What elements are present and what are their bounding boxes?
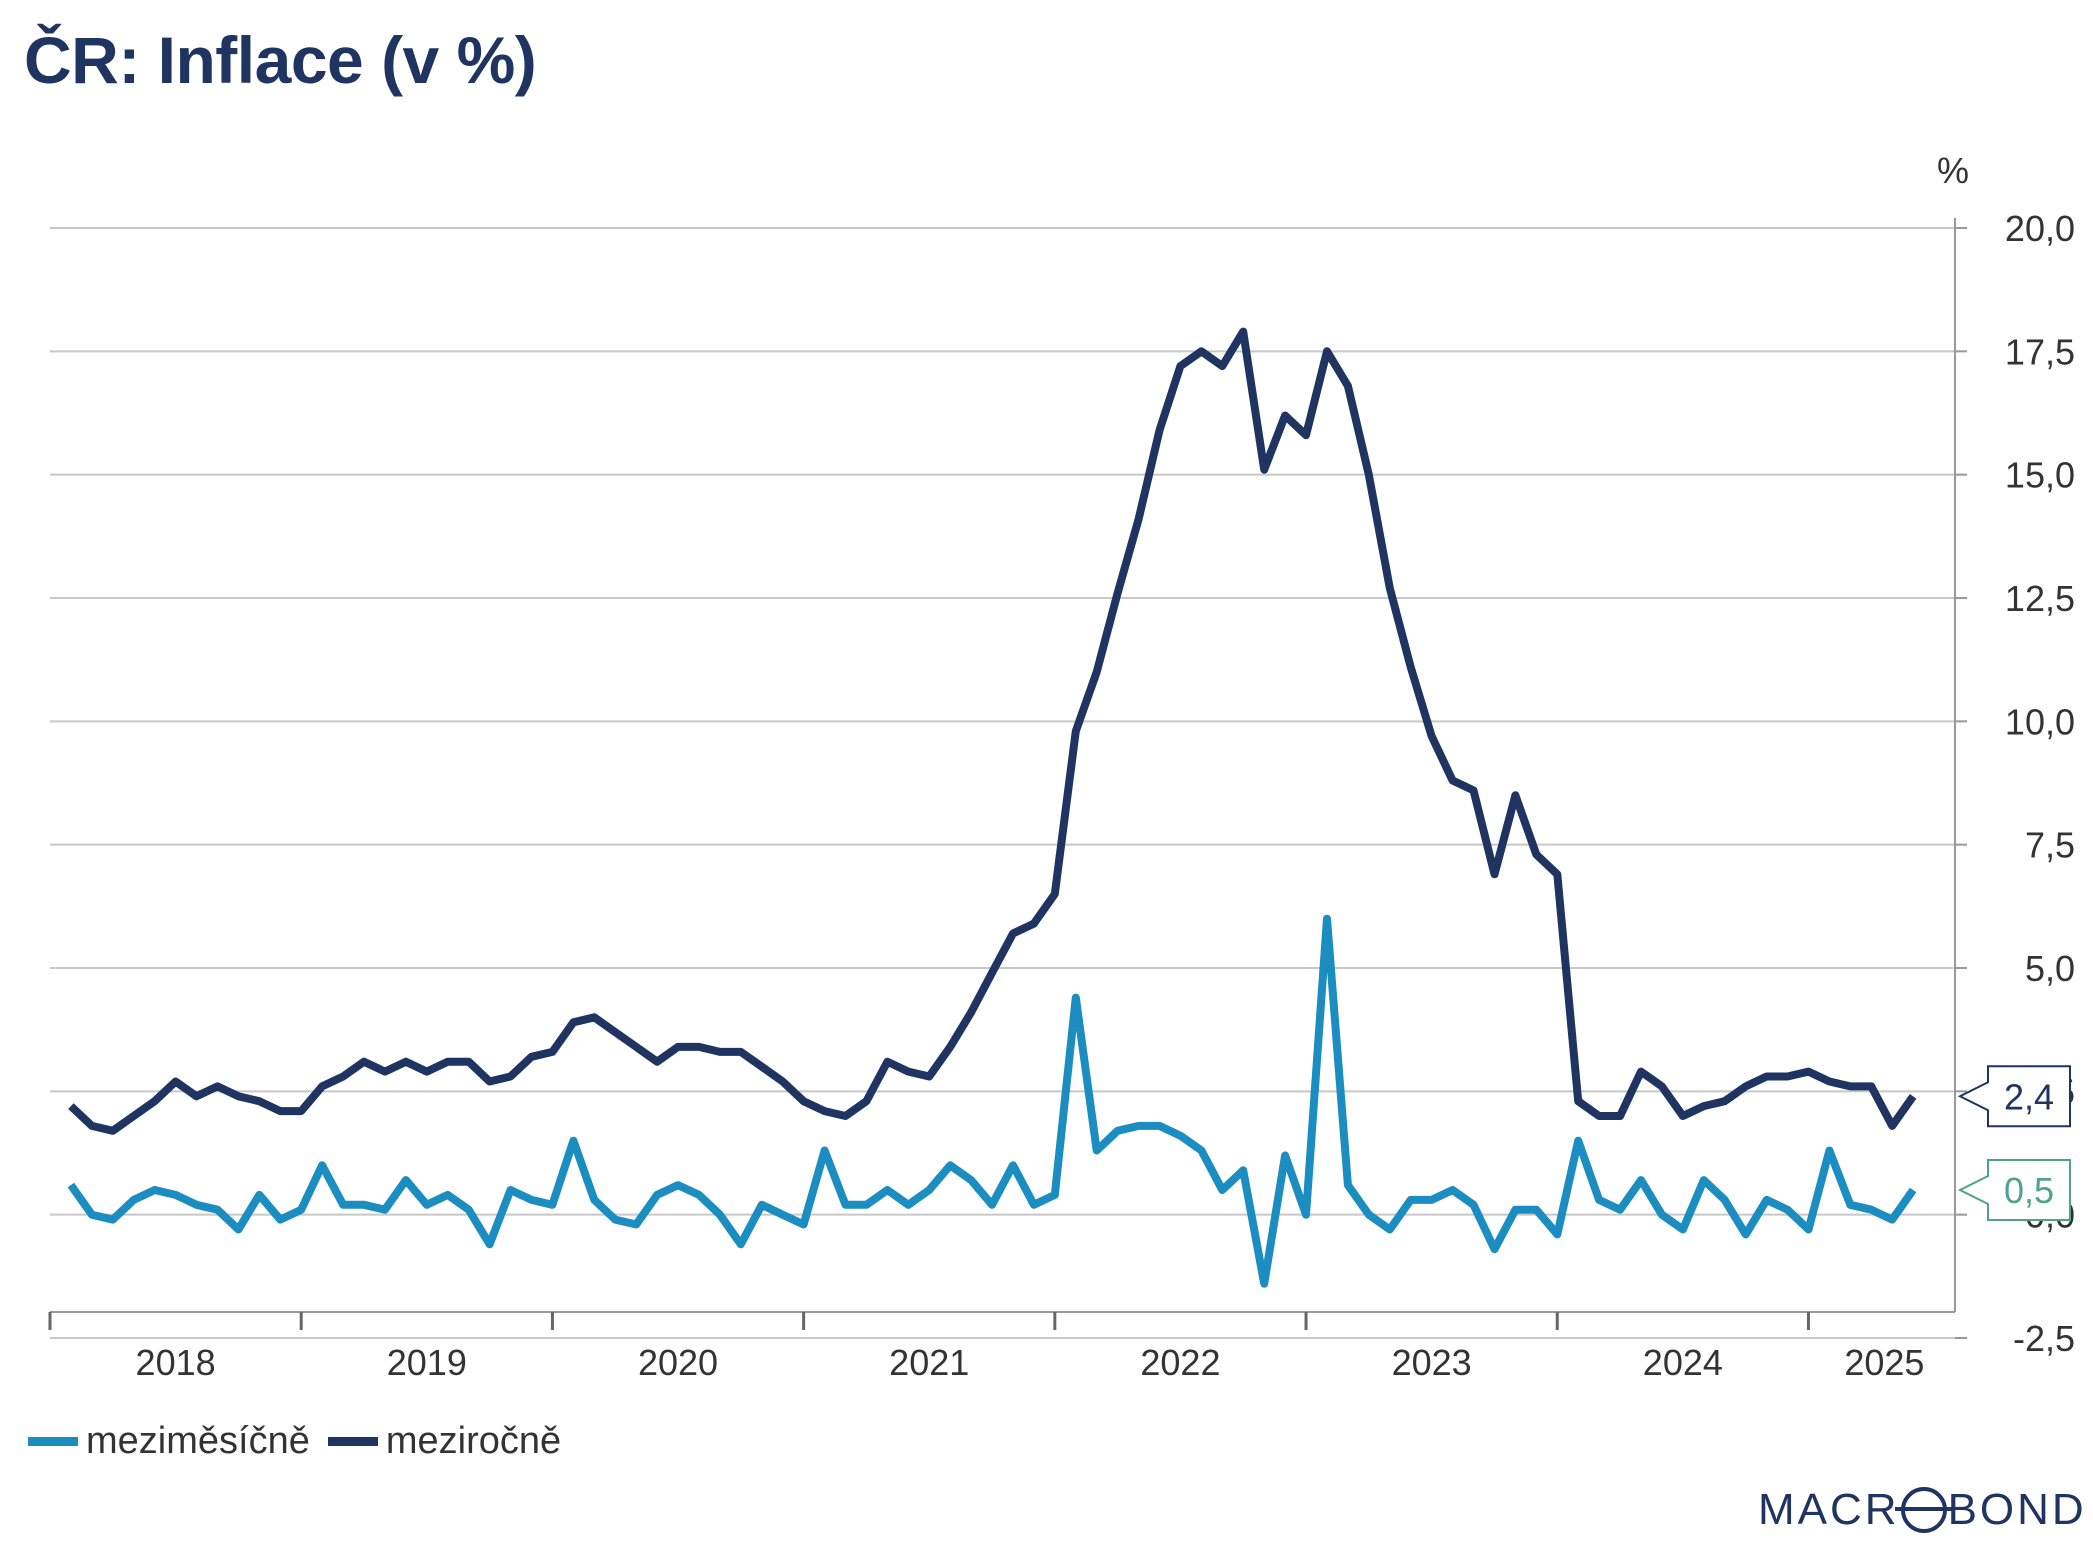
macrobond-logo: MACR BOND [1758,1485,2087,1535]
x-tick-label: 2018 [136,1342,216,1383]
x-tick-label: 2022 [1140,1342,1220,1383]
end-label-text: 2,4 [2004,1076,2054,1117]
y-tick-label: 5,0 [2025,948,2075,989]
x-tick-label: 2025 [1844,1342,1924,1383]
series-lines [67,327,1917,1288]
y-tick-label: 15,0 [2005,455,2075,496]
legend-label-yearly: meziročně [385,1420,562,1462]
end-value-labels: 2,4 0,5 [1957,1065,2071,1221]
legend-item-yearly: meziročně [327,1420,562,1463]
x-tick-label: 2024 [1643,1342,1723,1383]
end-label-box [1957,1065,2071,1128]
y-tick-label: 7,5 [2025,825,2075,866]
y-tick-label: 20,0 [2005,208,2075,249]
series-line-yearly [68,327,1917,1135]
end-label-box [1957,1159,2071,1221]
legend-swatch-monthly [28,1437,78,1446]
gridlines [50,227,1955,1339]
y-tick-label: 10,0 [2005,701,2075,742]
y-tick-label: 17,5 [2005,331,2075,372]
legend-item-monthly: meziměsíčně [28,1420,310,1463]
chart-title: ČR: Inflace (v %) [24,23,537,97]
series-line-monthly [67,914,1917,1288]
logo-ring-icon [1894,1487,1953,1533]
logo-text-prefix: MACR [1758,1485,1900,1534]
end-label-text: 0,5 [2004,1170,2054,1211]
x-tick-label: 2023 [1392,1342,1472,1383]
x-tick-label: 2021 [889,1342,969,1383]
legend-swatch-yearly [327,1437,378,1446]
end-label-monthly: 0,5 [1957,1159,2071,1221]
end-label-yearly: 2,4 [1957,1065,2071,1128]
y-tick-label: -2,5 [2013,1318,2075,1359]
y-tick-label: 12,5 [2005,578,2075,619]
x-tick-label: 2020 [638,1342,718,1383]
chart-legend: meziměsíčně meziročně [28,1420,579,1463]
logo-text-suffix: BOND [1947,1485,2087,1534]
legend-label-monthly: meziměsíčně [86,1420,310,1462]
x-tick-label: 2019 [387,1342,467,1383]
y-unit-label: % [1937,150,1969,191]
